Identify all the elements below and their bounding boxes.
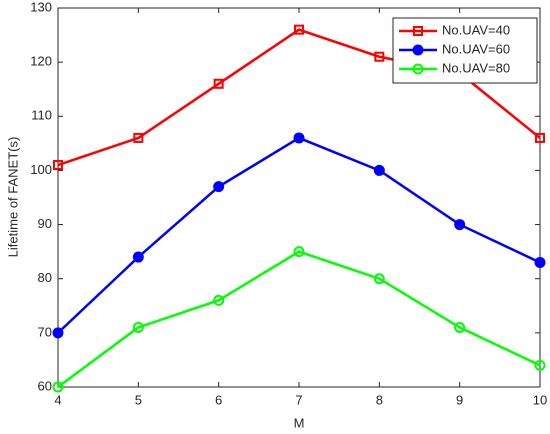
marker [454,321,466,333]
y-tick-label: 130 [30,0,52,14]
marker [53,160,63,171]
marker [373,164,385,176]
x-tick-label: 8 [376,392,383,407]
x-tick-label: 10 [533,392,547,407]
marker [213,294,225,306]
legend-label: No.UAV=60 [442,41,510,56]
x-tick-label: 7 [295,392,302,407]
series-line [57,136,541,334]
legend-label: No.UAV=80 [442,60,510,75]
marker [132,251,144,263]
marker [52,327,64,339]
x-tick-label: 9 [456,392,463,407]
legend-marker [412,44,424,56]
y-tick-label: 80 [38,270,52,285]
x-tick-label: 5 [135,392,142,407]
marker [374,51,385,62]
y-tick-label: 100 [30,162,52,177]
marker [132,321,144,333]
marker [213,181,225,193]
y-tick-label: 90 [38,216,52,231]
y-tick-label: 60 [38,378,52,393]
marker [373,273,385,285]
x-axis-label: M [294,415,305,430]
y-tick-label: 120 [30,54,52,69]
marker [534,256,546,268]
series-line [57,250,541,389]
marker [293,246,305,258]
legend: No.UAV=40 No.UAV=60 No.UAV=80 [392,17,538,84]
marker [293,132,305,144]
legend-label: No.UAV=40 [442,22,510,37]
marker [534,359,546,371]
y-tick-label: 70 [38,324,52,339]
y-tick-label: 110 [31,108,52,123]
marker [454,219,466,231]
legend-marker [413,26,423,36]
marker [213,78,224,89]
legend-marker [412,63,424,75]
x-tick-label: 4 [54,392,61,407]
x-tick-label: 6 [215,392,222,407]
marker [52,381,64,393]
y-axis-label: Lifetime of FANET(s) [5,137,20,258]
marker [294,24,304,35]
marker [133,132,144,143]
marker [535,132,545,143]
